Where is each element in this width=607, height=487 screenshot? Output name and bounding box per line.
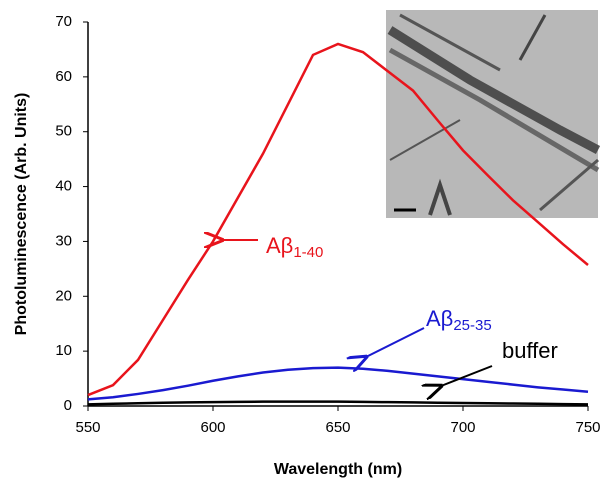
x-tick-label: 650 xyxy=(325,419,350,436)
annotation-subscript: 25-35 xyxy=(453,317,491,334)
annotation-text: Aβ xyxy=(266,233,293,258)
annotation: buffer xyxy=(502,338,558,363)
y-tick-label: 60 xyxy=(55,68,72,85)
x-tick-label: 550 xyxy=(75,419,100,436)
y-tick-label: 70 xyxy=(55,13,72,30)
annotation: Aβ25-35 xyxy=(426,306,492,334)
annotation-text: Aβ xyxy=(426,306,453,331)
x-tick-label: 750 xyxy=(575,419,600,436)
annotation-arrow xyxy=(441,366,492,386)
annotation-subscript: 1-40 xyxy=(293,244,323,261)
y-tick-label: 30 xyxy=(55,232,72,249)
annotation-arrow xyxy=(366,328,424,357)
y-tick-label: 50 xyxy=(55,123,72,140)
y-axis-title: Photoluminescence (Arb. Units) xyxy=(13,93,30,336)
annotation-text: buffer xyxy=(502,338,558,363)
series-line xyxy=(88,368,588,400)
chart: Wavelength (nm) Photoluminescence (Arb. … xyxy=(0,0,607,482)
y-tick-label: 40 xyxy=(55,178,72,195)
y-tick-label: 10 xyxy=(55,342,72,359)
y-tick-label: 0 xyxy=(64,397,72,414)
annotation: Aβ1-40 xyxy=(266,233,323,261)
inset-micrograph xyxy=(386,10,598,218)
x-axis-title: Wavelength (nm) xyxy=(274,461,402,478)
y-tick-label: 20 xyxy=(55,287,72,304)
series-line xyxy=(88,402,588,405)
x-tick-label: 600 xyxy=(200,419,225,436)
x-tick-label: 700 xyxy=(450,419,475,436)
